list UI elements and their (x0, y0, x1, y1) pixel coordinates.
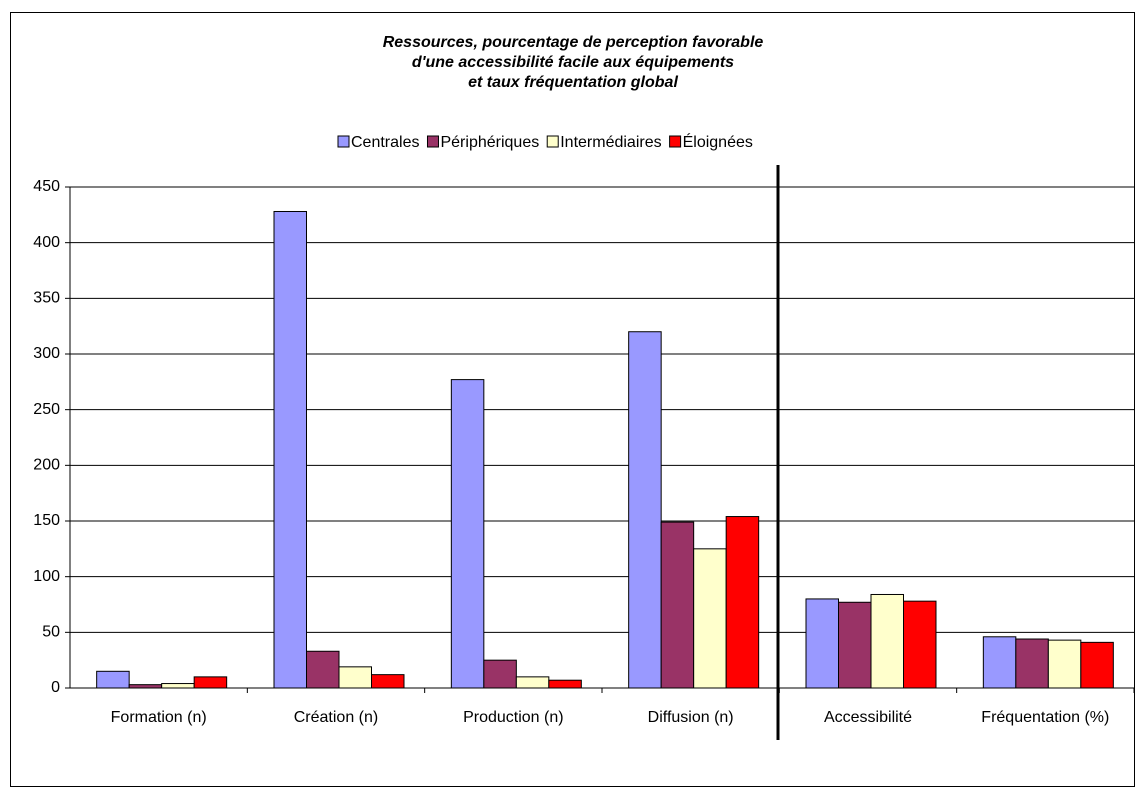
y-tick-label: 200 (33, 457, 60, 474)
x-tick-label: Production (n) (463, 709, 564, 726)
legend-swatch (426, 135, 439, 148)
bar (628, 331, 662, 689)
y-tick-label: 0 (51, 679, 60, 696)
y-tick-label: 350 (33, 290, 60, 307)
bar (725, 516, 760, 689)
x-tick-label: Accessibilité (824, 709, 912, 726)
y-tick-label: 250 (33, 401, 60, 418)
bar (128, 684, 163, 689)
bar (450, 379, 485, 689)
legend-label: Intermédiaires (560, 134, 661, 151)
bar (483, 659, 517, 689)
bar (161, 683, 195, 689)
y-tick-label: 100 (33, 568, 60, 585)
bar (660, 521, 695, 689)
y-tick-label: 300 (33, 345, 60, 362)
x-tick-label: Fréquentation (%) (981, 709, 1109, 726)
bar (548, 679, 582, 689)
bar (306, 650, 340, 689)
chart-frame (10, 12, 1135, 787)
y-tick-label: 150 (33, 512, 60, 529)
chart-title: et taux fréquentation global (468, 74, 678, 91)
legend-label: Éloignées (683, 132, 753, 151)
legend-label: Centrales (351, 134, 419, 151)
bar (805, 598, 839, 689)
bar (193, 676, 228, 689)
bar (903, 600, 937, 689)
bar (693, 548, 727, 689)
bar (870, 593, 904, 689)
y-tick-label: 450 (33, 178, 60, 195)
bar (1047, 639, 1082, 689)
legend-label: Périphériques (440, 134, 539, 151)
chart-title: d'une accessibilité facile aux équipemen… (412, 54, 734, 71)
y-tick-label: 400 (33, 234, 60, 251)
bar (982, 636, 1017, 689)
bar (371, 674, 405, 689)
x-tick-label: Création (n) (294, 709, 378, 726)
bar (838, 601, 872, 689)
bar (96, 670, 130, 689)
bar (1015, 638, 1049, 689)
x-tick-label: Diffusion (n) (648, 709, 734, 726)
x-tick-label: Formation (n) (111, 709, 207, 726)
bar (515, 676, 550, 689)
chart-title: Ressources, pourcentage de perception fa… (383, 34, 764, 51)
legend-swatch (546, 135, 559, 148)
y-tick-label: 50 (42, 624, 60, 641)
legend-swatch (669, 135, 682, 148)
bar (273, 210, 307, 689)
bar (1080, 641, 1114, 689)
legend-swatch (337, 135, 350, 148)
bar (338, 666, 372, 689)
